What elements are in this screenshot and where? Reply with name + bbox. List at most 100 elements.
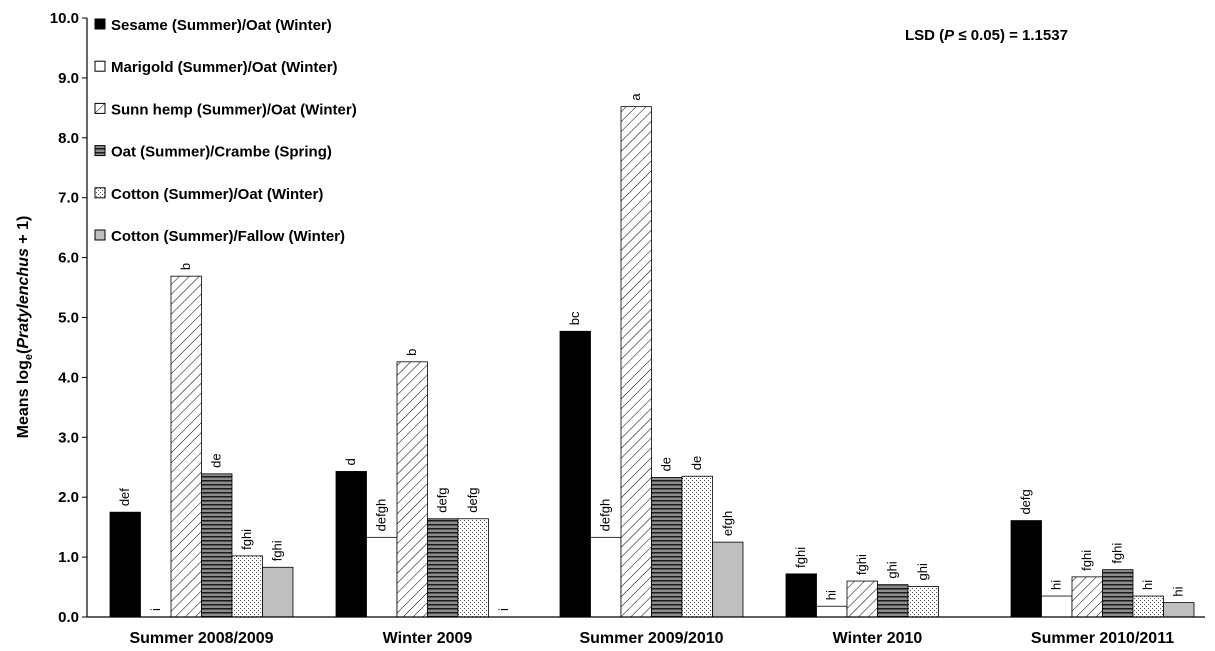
data-label: fghi — [1110, 543, 1125, 564]
x-category-label: Winter 2009 — [383, 630, 473, 647]
legend-label: Cotton (Summer)/Fallow (Winter) — [111, 228, 345, 245]
bar — [907, 586, 939, 618]
data-label: defgh — [598, 499, 613, 532]
bar — [457, 518, 489, 618]
y-axis-label-prefix: Means log — [15, 360, 32, 438]
y-tick-label: 2.0 — [58, 489, 79, 506]
bar — [651, 477, 683, 618]
bar — [816, 605, 848, 618]
legend-swatch — [94, 187, 106, 199]
data-label: bc — [567, 311, 582, 325]
x-category-label: Winter 2010 — [833, 630, 923, 647]
data-label: a — [628, 93, 643, 101]
y-tick-label: 0.0 — [58, 609, 79, 626]
bar — [1010, 520, 1042, 618]
bar — [170, 275, 202, 618]
bar — [427, 518, 459, 618]
legend-swatch — [94, 60, 106, 72]
data-label: defgh — [374, 499, 389, 532]
bar — [1102, 569, 1134, 618]
x-category-label: Summer 2009/2010 — [579, 630, 723, 647]
bar — [366, 536, 398, 618]
legend-label: Sesame (Summer)/Oat (Winter) — [111, 17, 332, 34]
data-label: hi — [1140, 580, 1155, 590]
bar — [231, 555, 263, 618]
data-label: fghi — [854, 554, 869, 575]
y-tick-label: 6.0 — [58, 250, 79, 267]
data-label: defg — [465, 487, 480, 512]
bar — [846, 580, 878, 618]
y-tick-label: 10.0 — [50, 10, 79, 27]
data-label: defg — [1018, 489, 1033, 514]
legend-label: Cotton (Summer)/Oat (Winter) — [111, 186, 323, 203]
data-label: de — [689, 456, 704, 470]
y-tick-label: 4.0 — [58, 369, 79, 386]
bar — [1132, 595, 1164, 618]
bar — [201, 473, 233, 618]
x-category-label: Summer 2008/2009 — [129, 630, 273, 647]
bar — [620, 106, 652, 618]
data-label: fghi — [239, 529, 254, 550]
y-tick-label: 3.0 — [58, 429, 79, 446]
x-category-labels: Summer 2008/2009 Winter 2009 Summer 2009/2… — [129, 630, 1174, 647]
data-label: de — [209, 453, 224, 467]
data-label: fghi — [270, 540, 285, 561]
bars — [109, 106, 1195, 618]
bar — [559, 330, 591, 618]
legend-swatch — [94, 145, 106, 157]
y-axis-label-subscript: e — [23, 354, 35, 360]
lsd-suffix: ≤ 0.05) = 1.1537 — [954, 27, 1068, 44]
data-label: def — [117, 488, 132, 506]
bar — [109, 511, 141, 618]
bar — [1071, 576, 1103, 618]
bar — [335, 471, 367, 618]
y-tick-labels: 0.0 1.0 2.0 3.0 4.0 5.0 6.0 7.0 8.0 9.0 10.0 — [50, 10, 79, 626]
y-axis-label-suffix: + 1) — [15, 216, 32, 248]
data-label: d — [343, 458, 358, 465]
data-label: hi — [1171, 586, 1186, 596]
bar — [396, 361, 428, 618]
data-label: ghi — [885, 561, 900, 578]
y-tick-label: 7.0 — [58, 190, 79, 207]
data-label: fghi — [793, 547, 808, 568]
y-axis-label-open: ( — [15, 348, 32, 354]
data-label: de — [659, 457, 674, 471]
bar — [712, 541, 744, 618]
y-tick-label: 5.0 — [58, 310, 79, 327]
bar — [590, 536, 622, 618]
x-category-label: Summer 2010/2011 — [1031, 630, 1174, 647]
bar — [262, 566, 294, 618]
data-label: hi — [1049, 580, 1064, 590]
y-tick-label: 9.0 — [58, 70, 79, 87]
bar — [681, 475, 713, 618]
y-tick-marks — [82, 17, 87, 618]
data-label: i — [496, 608, 511, 611]
bar — [877, 584, 909, 618]
data-label: ghi — [915, 563, 930, 580]
data-label: i — [148, 608, 163, 611]
data-label: efgh — [720, 511, 735, 536]
bar — [1163, 602, 1195, 618]
lsd-annotation: LSD (P ≤ 0.05) = 1.1537 — [905, 27, 1068, 44]
lsd-prefix: LSD ( — [905, 27, 944, 44]
bar — [785, 573, 817, 618]
y-tick-label: 1.0 — [58, 549, 79, 566]
y-axis-label: Means loge(Pratylenchus + 1) — [15, 216, 35, 439]
data-label: b — [404, 349, 419, 356]
legend-swatch — [94, 18, 106, 30]
y-tick-label: 8.0 — [58, 130, 79, 147]
legend-label: Sunn hemp (Summer)/Oat (Winter) — [111, 101, 357, 118]
bar-labels: def d bc fghi defg i defgh defgh hi hi b b a fghi fghi… — [117, 93, 1186, 611]
data-label: fghi — [1079, 550, 1094, 571]
legend-swatch — [94, 229, 106, 241]
legend: Sesame (Summer)/Oat (Winter) Marigold (Su… — [94, 17, 357, 245]
y-axis-label-italic: Pratylenchus — [15, 248, 32, 349]
lsd-italic: P — [944, 27, 955, 44]
data-label: hi — [824, 590, 839, 600]
data-label: defg — [435, 487, 450, 512]
legend-swatch — [94, 102, 106, 114]
legend-label: Oat (Summer)/Crambe (Spring) — [111, 144, 332, 161]
legend-label: Marigold (Summer)/Oat (Winter) — [111, 59, 338, 76]
bar — [1041, 595, 1073, 618]
